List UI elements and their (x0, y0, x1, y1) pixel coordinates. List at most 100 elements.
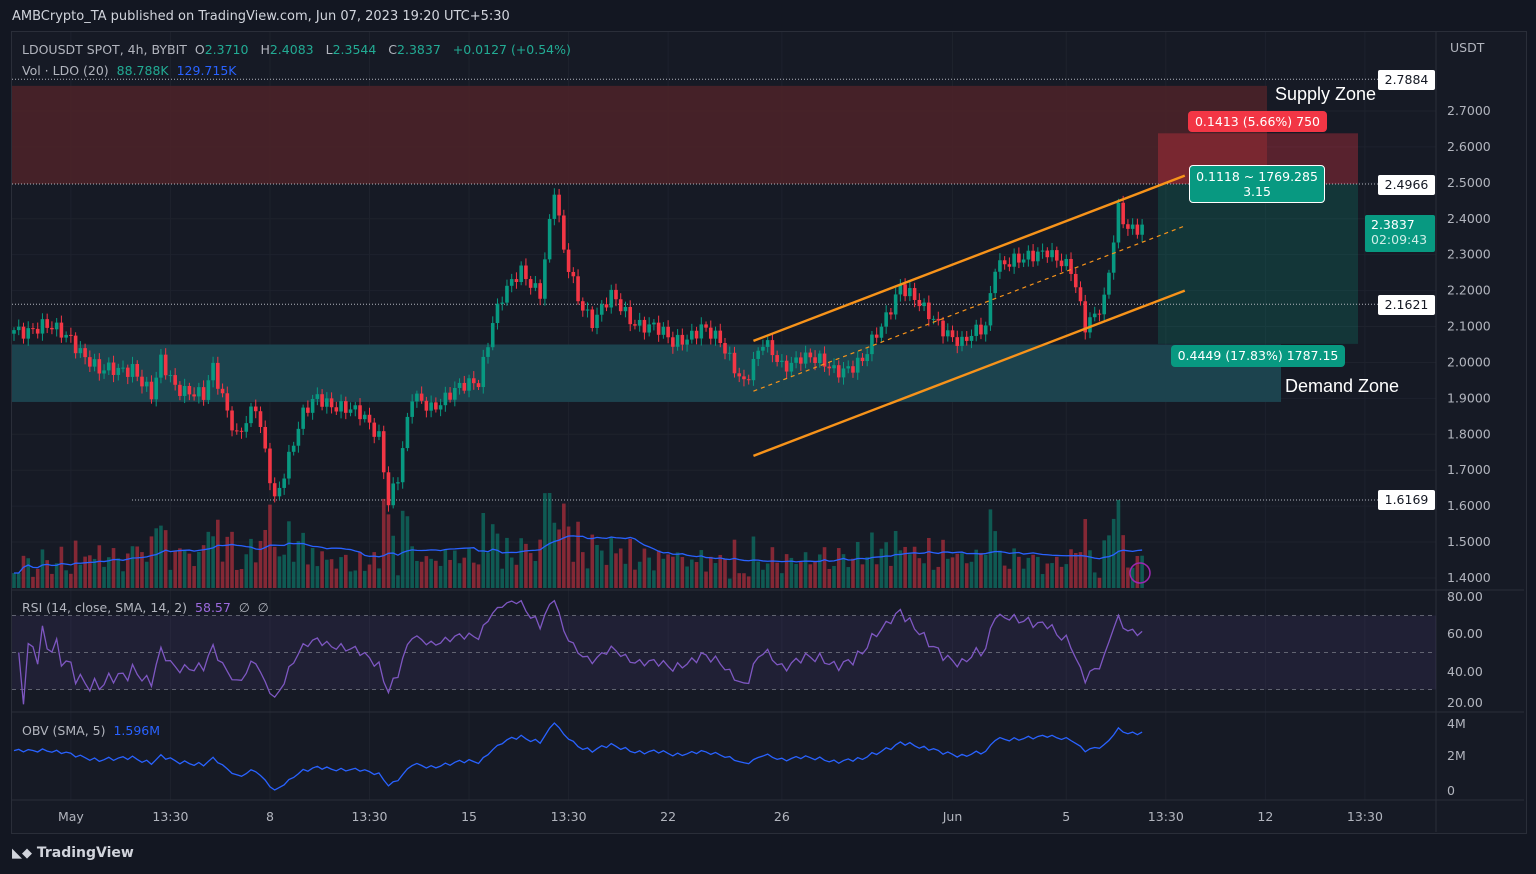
candle-body (1040, 250, 1045, 252)
volume-bar (524, 543, 528, 588)
volume-bar (410, 546, 414, 588)
volume-bar (230, 531, 234, 588)
volume-bar (187, 553, 192, 588)
volume-bar (453, 550, 457, 588)
volume-bar (519, 538, 523, 588)
volume-bar (614, 553, 618, 588)
volume-bar (277, 556, 282, 588)
rsi-legend[interactable]: RSI (14, close, SMA, 14, 2) 58.57 ∅ ∅ (22, 600, 273, 615)
volume-bar (998, 550, 1002, 588)
volume-legend[interactable]: Vol · LDO (20) 88.788K 129.715K (22, 63, 240, 78)
candle-body (173, 375, 177, 385)
stop-loss-label[interactable]: 0.1413 (5.66%) 750 (1188, 111, 1327, 132)
candle-body (111, 362, 116, 375)
volume-bar (723, 559, 727, 588)
channel-middle-line (753, 225, 1185, 392)
volume-bar (339, 557, 343, 588)
candle-body (1088, 317, 1092, 333)
time-tick: Jun (942, 809, 963, 824)
candle-body (372, 422, 377, 437)
candle-body (1135, 224, 1140, 235)
candle-body (415, 393, 419, 402)
volume-bar (666, 554, 670, 588)
volume-bar (130, 546, 135, 588)
last-price: 2.3837 (1371, 217, 1415, 232)
candle-body (543, 259, 547, 299)
volume-bar (405, 516, 410, 588)
candle-body (533, 283, 538, 288)
candle-body (524, 265, 528, 280)
volume-bar (1040, 574, 1045, 588)
volume-bar (448, 559, 452, 588)
volume-bar (26, 558, 31, 588)
h-label: H (260, 42, 270, 57)
volume-bar (599, 550, 604, 588)
volume-bar (163, 530, 168, 588)
candle-body (879, 326, 884, 338)
volume-bar (927, 537, 931, 588)
volume-bar (1059, 566, 1064, 588)
logo-icon: ◣◆ (12, 846, 32, 861)
candle-body (1050, 250, 1054, 258)
volume-bar (775, 562, 779, 588)
volume-bar (566, 526, 571, 588)
candle-body (69, 334, 73, 336)
volume-bar (45, 560, 49, 588)
volume-bar (732, 539, 737, 588)
symbol-legend[interactable]: LDOUSDT SPOT, 4h, BYBIT O2.3710 H2.4083 … (22, 42, 575, 57)
volume-bar (315, 566, 320, 588)
candle-body (514, 279, 519, 283)
volume-bar (1130, 567, 1135, 588)
volume-bar (908, 554, 912, 588)
candle-body (917, 299, 922, 307)
target-label[interactable]: 0.4449 (17.83%) 1787.15 (1171, 345, 1345, 367)
demand-zone-label: Demand Zone (1285, 376, 1400, 396)
candle-body (329, 398, 334, 408)
volume-bar (325, 559, 329, 588)
volume-bar (206, 531, 211, 588)
entry-value: 0.1118 ~ 1769.285 (1196, 169, 1318, 184)
volume-bar (1135, 555, 1140, 588)
candle-body (590, 309, 595, 328)
volume-bar (718, 554, 723, 588)
volume-bar (789, 557, 794, 588)
candle-body (562, 215, 566, 250)
candle-body (941, 320, 945, 337)
low-value: 2.3544 (332, 42, 377, 57)
volume-bar (462, 557, 467, 588)
volume-bar (874, 564, 879, 588)
entry-label[interactable]: 0.1118 ~ 1769.285 3.15 (1189, 165, 1325, 203)
candle-body (1021, 259, 1026, 263)
candle-body (453, 387, 457, 400)
volume-bar (244, 554, 249, 588)
volume-bar (234, 569, 239, 588)
candle-body (528, 279, 533, 288)
candle-body (73, 335, 78, 354)
candle-body (419, 393, 424, 401)
time-tick: 13:30 (1347, 809, 1383, 824)
price-label-mid: 2.1621 (1378, 295, 1435, 315)
supply-zone-label: Supply Zone (1275, 84, 1377, 104)
volume-bar (225, 536, 230, 588)
last-price-label: 2.3837 02:09:43 (1365, 215, 1435, 252)
candle-body (784, 360, 789, 372)
obv-line (13, 722, 1143, 791)
volume-bar (993, 531, 997, 588)
volume-bar (135, 546, 140, 588)
candle-body (770, 340, 775, 356)
volume-bar (609, 537, 614, 588)
candle-body (135, 364, 140, 377)
candle-body (732, 352, 737, 374)
volume-bar (457, 563, 462, 588)
volume-bar (988, 509, 993, 588)
obv-legend[interactable]: OBV (SMA, 5) 1.596M (22, 723, 164, 738)
volume-bar (168, 569, 173, 588)
tradingview-logo[interactable]: ◣◆ TradingView (12, 845, 134, 861)
volume-bar (125, 553, 130, 588)
volume-bar (400, 510, 405, 588)
candle-body (637, 319, 642, 326)
candle-body (628, 306, 632, 325)
volume-bar (661, 558, 666, 588)
candle-body (661, 326, 666, 335)
